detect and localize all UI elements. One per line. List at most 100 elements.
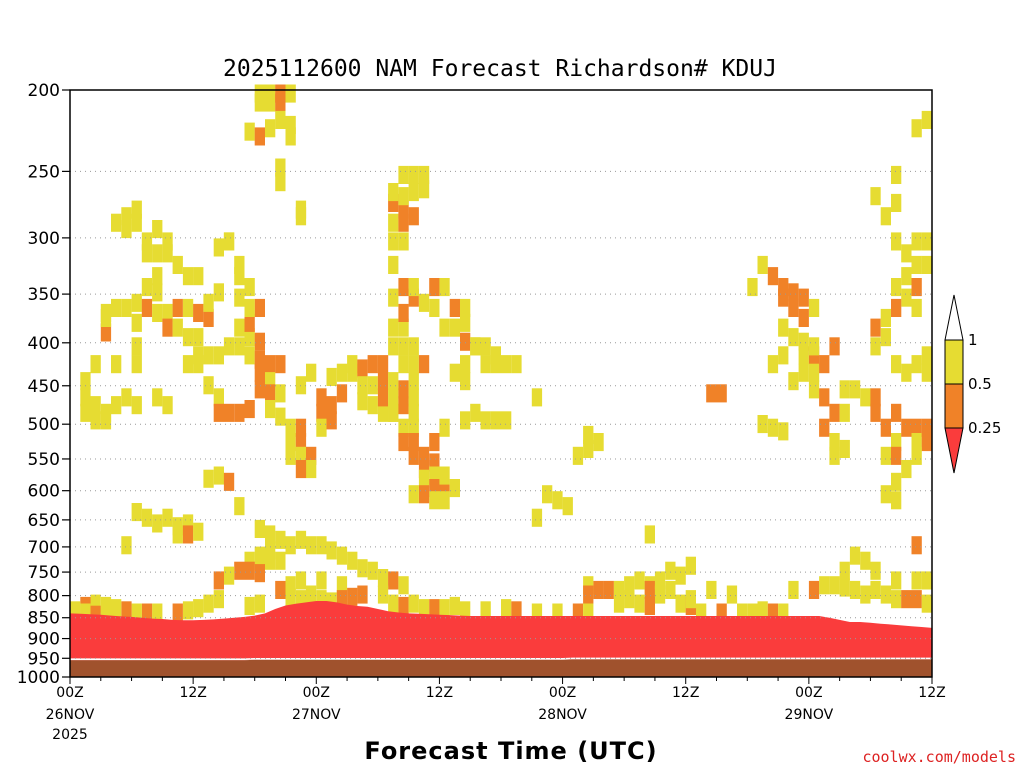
ri-cell — [213, 590, 224, 609]
colorbar-bottom-arrow — [944, 427, 964, 474]
ri-cell — [80, 372, 91, 391]
ri-cell — [336, 546, 348, 565]
ri-cell — [901, 267, 912, 286]
ri-cell — [654, 571, 666, 590]
ri-cell — [870, 337, 881, 356]
ri-cell — [870, 388, 881, 407]
ri-cell — [306, 363, 317, 382]
ri-cell — [80, 388, 91, 407]
ri-cell — [849, 580, 861, 599]
ri-cell — [808, 298, 820, 317]
ri-cell — [172, 603, 183, 622]
ri-cell — [839, 380, 850, 399]
ri-cell — [418, 355, 430, 374]
ri-cell — [388, 193, 399, 212]
ri-cell — [531, 388, 543, 407]
ri-cell — [244, 298, 255, 317]
ri-cell — [265, 525, 276, 544]
y-tick-label: 1000 — [17, 668, 60, 688]
ri-cell — [767, 418, 779, 437]
ri-cell — [778, 603, 789, 622]
ri-cell — [213, 466, 224, 485]
ri-cell — [696, 603, 707, 622]
ri-cell — [891, 571, 902, 590]
ri-cell — [131, 313, 142, 332]
x-tick-date: 27NOV — [292, 707, 341, 723]
ri-cell — [439, 418, 450, 437]
ri-cell — [562, 497, 573, 516]
ri-cell — [193, 267, 204, 286]
ri-cell — [275, 580, 286, 599]
ri-cell — [911, 255, 922, 274]
ri-cell — [388, 388, 399, 407]
ri-cell — [460, 332, 471, 351]
ri-cell — [901, 418, 912, 437]
ri-cell — [665, 561, 676, 580]
ri-cell — [275, 551, 286, 570]
ri-cell — [408, 485, 419, 504]
ri-cell — [295, 433, 307, 452]
y-tick-label: 800 — [28, 587, 60, 607]
ri-cell — [295, 590, 307, 609]
ri-cell — [141, 244, 153, 263]
ri-cell — [244, 551, 255, 570]
ri-cell — [193, 599, 204, 618]
ri-cell — [716, 603, 727, 622]
ri-cell — [182, 328, 194, 347]
ri-cell — [398, 303, 409, 322]
ri-cell — [265, 119, 276, 138]
ri-cell — [203, 308, 214, 327]
ri-cell — [398, 355, 409, 374]
ri-cell — [377, 372, 389, 391]
ri-cell — [613, 594, 625, 613]
ri-cell — [798, 288, 809, 307]
x-tick-label: 12Z — [672, 685, 699, 701]
ri-cell — [326, 541, 337, 560]
ri-cell — [152, 303, 163, 322]
ri-cell — [880, 446, 891, 465]
ri-cell — [449, 298, 460, 317]
ri-cell — [849, 380, 861, 399]
ri-cell — [121, 220, 132, 239]
ri-cell — [891, 193, 902, 212]
ri-cell — [880, 328, 891, 347]
ri-cell — [152, 388, 163, 407]
ri-cell — [921, 346, 932, 365]
ri-cell — [870, 318, 881, 337]
ri-cell — [757, 601, 768, 620]
ri-cell — [490, 411, 501, 430]
ri-cell — [706, 580, 717, 599]
ri-cell — [275, 158, 286, 177]
ri-cell — [901, 288, 912, 307]
ri-cell — [121, 388, 132, 407]
y-tick-label: 250 — [28, 162, 60, 182]
ri-cell — [234, 318, 245, 337]
ri-cell — [418, 165, 430, 184]
ri-cell — [891, 403, 902, 422]
ri-cell — [439, 278, 450, 297]
ri-cell — [849, 546, 861, 565]
ri-cell — [757, 415, 768, 434]
ri-cell — [418, 460, 430, 479]
surface-layer — [70, 601, 932, 677]
ri-cell — [244, 400, 255, 419]
ri-cell — [839, 578, 850, 597]
colorbar-label: 0.5 — [968, 375, 992, 393]
ri-cell — [819, 576, 830, 595]
ri-cell — [367, 561, 378, 580]
ri-cell — [398, 596, 409, 615]
credit-link[interactable]: coolwx.com/models — [862, 748, 1016, 766]
ri-cell — [429, 433, 440, 452]
ri-cell — [152, 603, 163, 622]
ri-cell — [839, 439, 850, 458]
ri-cell — [203, 469, 214, 488]
ri-cell — [357, 585, 368, 604]
ri-cell — [388, 372, 399, 391]
ri-cell — [798, 346, 809, 365]
ri-cell — [408, 165, 419, 184]
ri-cell — [860, 585, 871, 604]
pressure-axis: 200 250 300 350 400 450 500 550 600 650 700 750 8008… — [17, 81, 70, 688]
ri-cell — [223, 472, 235, 491]
ri-cell — [921, 571, 932, 590]
ri-cell — [644, 525, 655, 544]
